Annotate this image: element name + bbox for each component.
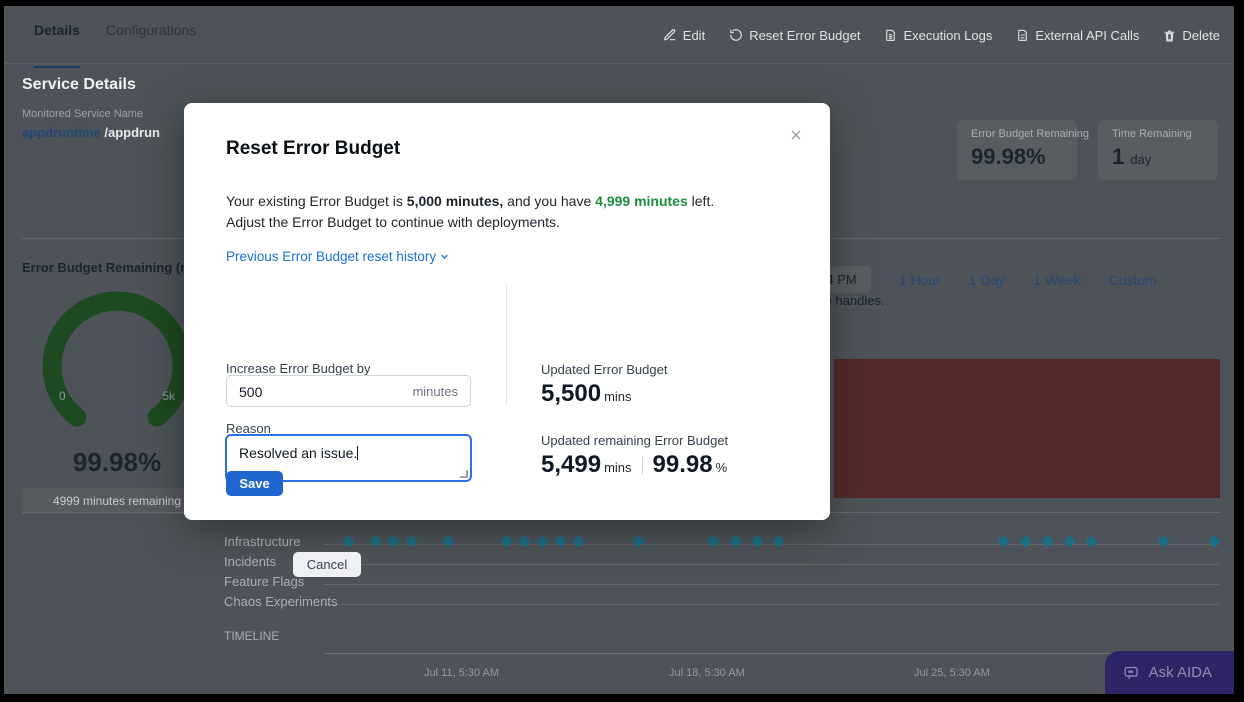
svg-text:API: API [1021,32,1026,36]
